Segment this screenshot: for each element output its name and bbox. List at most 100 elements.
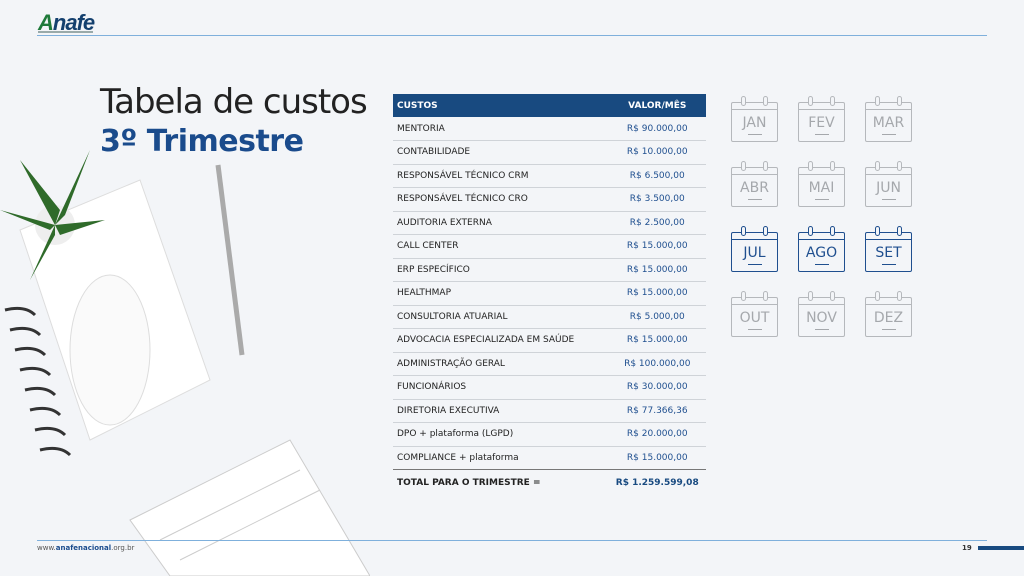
calendar-header-line (798, 174, 845, 176)
total-row: TOTAL PARA O TRIMESTRE = R$ 1.259.599,08 (393, 470, 706, 496)
header-value: VALOR/MÊS (604, 94, 706, 117)
month-calendar-grid: JAN FEV MAR ABR MAI JUN JUL AGO SET OUT NOV DEZ (731, 96, 912, 337)
cost-item: RESPONSÁVEL TÉCNICO CRO (393, 187, 605, 212)
month-label: JAN (742, 115, 767, 131)
cost-item: ADMINISTRAÇÃO GERAL (393, 352, 605, 376)
cost-item: RESPONSÁVEL TÉCNICO CRM (393, 164, 605, 188)
calendar-ring-icon (875, 96, 880, 106)
cost-value: R$ 90.000,00 (604, 117, 706, 141)
calendar-header-line (865, 239, 912, 241)
cost-item: MENTORIA (393, 117, 605, 141)
table-row: AUDITORIA EXTERNA R$ 2.500,00 (393, 211, 706, 235)
month-out: OUT (731, 291, 778, 337)
calendar-icon (865, 232, 912, 272)
calendar-header-line (798, 304, 845, 306)
cost-value: R$ 10.000,00 (604, 140, 706, 165)
cost-value: R$ 2.500,00 (604, 211, 706, 235)
month-label: NOV (806, 310, 837, 326)
table-row: DIRETORIA EXECUTIVA R$ 77.366,36 (393, 399, 706, 423)
calendar-icon (865, 297, 912, 337)
month-underline (815, 264, 829, 266)
cost-item: FUNCIONÁRIOS (393, 375, 605, 400)
month-ago: AGO (798, 226, 845, 272)
table-row: ERP ESPECÍFICO R$ 15.000,00 (393, 258, 706, 282)
month-dez: DEZ (865, 291, 912, 337)
calendar-ring-icon (763, 291, 768, 301)
page-title: Tabela de custos (100, 82, 368, 122)
calendar-ring-icon (808, 226, 813, 236)
cost-value: R$ 77.366,36 (604, 399, 706, 423)
month-underline (748, 329, 762, 331)
month-underline (815, 329, 829, 331)
cost-item: AUDITORIA EXTERNA (393, 211, 605, 235)
page-subtitle: 3º Trimestre (100, 124, 304, 159)
cost-item: ADVOCACIA ESPECIALIZADA EM SAÚDE (393, 328, 605, 353)
table-row: ADMINISTRAÇÃO GERAL R$ 100.000,00 (393, 352, 706, 376)
calendar-icon (865, 102, 912, 142)
calendar-ring-icon (875, 291, 880, 301)
month-underline (748, 199, 762, 201)
calendar-ring-icon (763, 96, 768, 106)
calendar-ring-icon (741, 161, 746, 171)
cost-value: R$ 3.500,00 (604, 187, 706, 212)
calendar-ring-icon (808, 96, 813, 106)
table-row: CONTABILIDADE R$ 10.000,00 (393, 140, 706, 165)
month-abr: ABR (731, 161, 778, 207)
month-label: AGO (805, 245, 838, 261)
table-row: RESPONSÁVEL TÉCNICO CRM R$ 6.500,00 (393, 164, 706, 188)
month-label: MAI (808, 180, 835, 196)
calendar-header-line (731, 239, 778, 241)
calendar-header-line (731, 304, 778, 306)
header-costs: CUSTOS (393, 94, 605, 117)
cost-value: R$ 15.000,00 (604, 258, 706, 282)
cost-value: R$ 15.000,00 (604, 446, 706, 470)
cost-value: R$ 30.000,00 (604, 375, 706, 400)
month-label: OUT (739, 310, 770, 326)
month-underline (882, 329, 896, 331)
calendar-icon (798, 102, 845, 142)
calendar-icon (731, 167, 778, 207)
month-jan: JAN (731, 96, 778, 142)
month-mar: MAR (865, 96, 912, 142)
calendar-ring-icon (741, 291, 746, 301)
desk-photo (0, 150, 370, 576)
month-label: MAR (872, 115, 905, 131)
month-label: SET (875, 245, 902, 261)
cost-table: CUSTOS VALOR/MÊS MENTORIA R$ 90.000,00 CON… (393, 94, 706, 496)
table-header: CUSTOS VALOR/MÊS (393, 94, 706, 117)
month-jun: JUN (865, 161, 912, 207)
cost-item: DIRETORIA EXECUTIVA (393, 399, 605, 423)
calendar-ring-icon (808, 161, 813, 171)
calendar-icon (865, 167, 912, 207)
month-label: JUN (876, 180, 901, 196)
calendar-icon (731, 232, 778, 272)
calendar-ring-icon (875, 161, 880, 171)
calendar-ring-icon (741, 226, 746, 236)
calendar-ring-icon (897, 226, 902, 236)
logo-subtitle (38, 31, 93, 33)
calendar-icon (798, 232, 845, 272)
calendar-header-line (865, 174, 912, 176)
calendar-ring-icon (830, 226, 835, 236)
calendar-ring-icon (830, 291, 835, 301)
calendar-ring-icon (830, 96, 835, 106)
month-underline (882, 134, 896, 136)
table-row: DPO + plataforma (LGPD) R$ 20.000,00 (393, 422, 706, 447)
footer-url[interactable]: www.anafenacional.org.br (37, 544, 134, 552)
url-brand: anafenacional (55, 544, 112, 552)
table-row: COMPLIANCE + plataforma R$ 15.000,00 (393, 446, 706, 470)
cost-value: R$ 100.000,00 (604, 352, 706, 376)
month-nov: NOV (798, 291, 845, 337)
calendar-ring-icon (808, 291, 813, 301)
month-label: DEZ (873, 310, 904, 326)
calendar-header-line (731, 109, 778, 111)
cost-item: CONTABILIDADE (393, 140, 605, 165)
calendar-icon (798, 297, 845, 337)
cost-value: R$ 15.000,00 (604, 281, 706, 306)
month-jul: JUL (731, 226, 778, 272)
table-row: CALL CENTER R$ 15.000,00 (393, 234, 706, 259)
cost-value: R$ 5.000,00 (604, 305, 706, 329)
cost-item: DPO + plataforma (LGPD) (393, 422, 605, 447)
calendar-header-line (731, 174, 778, 176)
page-number: 19 (962, 544, 972, 552)
